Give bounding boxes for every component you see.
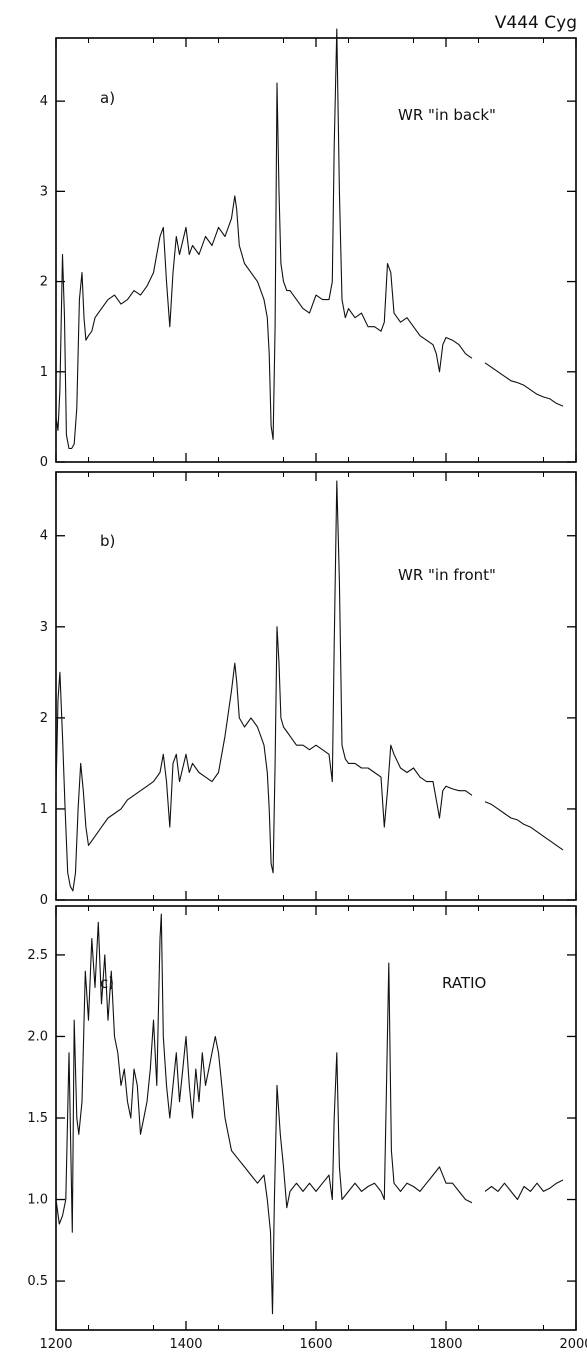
panel-a-label: a) [100, 89, 115, 107]
panel-c-series-group [55, 913, 564, 1315]
panel-b-annotation: WR "in front" [398, 566, 496, 584]
panel-a: 0 1 2 3 4 a) WR "in back" [40, 28, 577, 470]
panel-c-tick-labels: 0.5 1.0 1.5 2.0 2.5 1200 1400 1600 1800 2000 [27, 948, 587, 1352]
x-tick-label: 1600 [299, 1337, 332, 1352]
y-tick-label: 1.0 [27, 1193, 48, 1208]
panel-a-annotation: WR "in back" [398, 106, 496, 124]
panel-a-ticks [55, 38, 577, 463]
y-tick-label: 2.5 [27, 948, 48, 963]
y-tick-label: 1.5 [27, 1111, 48, 1126]
panel-a-series-group [55, 28, 564, 450]
spectrum-line-segment-2 [484, 801, 564, 851]
panel-c-frame [55, 905, 577, 1331]
panel-b-frame [55, 471, 577, 901]
y-tick-label: 0 [40, 893, 48, 908]
y-tick-label: 4 [40, 94, 48, 109]
panel-b-tick-labels: 0 1 2 3 4 [40, 529, 48, 908]
panel-c-annotation: RATIO [442, 974, 486, 992]
x-tick-label: 2000 [559, 1337, 587, 1352]
panel-b: 0 1 2 3 4 b) WR "in front" [40, 471, 577, 908]
panel-a-tick-labels: 0 1 2 3 4 [40, 94, 48, 470]
y-tick-label: 1 [40, 365, 48, 380]
y-tick-label: 4 [40, 529, 48, 544]
spectrum-line-segment-1 [55, 28, 473, 450]
spectrum-line-segment-1 [55, 913, 473, 1315]
spectrum-line-segment-1 [55, 480, 473, 892]
panel-b-label: b) [100, 532, 115, 550]
panel-b-series-group [55, 480, 564, 892]
figure-title: V444 Cyg [495, 13, 577, 33]
panel-c: 0.5 1.0 1.5 2.0 2.5 1200 1400 1600 1800 2000 c) R… [27, 905, 587, 1352]
y-tick-label: 3 [40, 184, 48, 199]
panel-b-ticks [55, 472, 577, 901]
y-tick-label: 3 [40, 620, 48, 635]
spectrum-line-segment-2 [484, 362, 564, 407]
y-tick-label: 2 [40, 275, 48, 290]
spectrum-line-segment-2 [484, 1179, 564, 1201]
y-tick-label: 2.0 [27, 1029, 48, 1044]
x-tick-label: 1400 [169, 1337, 202, 1352]
panel-c-label: c) [100, 974, 114, 992]
x-tick-label: 1800 [429, 1337, 462, 1352]
y-tick-label: 1 [40, 802, 48, 817]
panel-a-frame [55, 37, 577, 463]
y-tick-label: 0 [40, 455, 48, 470]
x-tick-label: 1200 [39, 1337, 72, 1352]
panel-c-ticks [55, 906, 577, 1330]
y-tick-label: 2 [40, 711, 48, 726]
y-tick-label: 0.5 [27, 1274, 48, 1289]
